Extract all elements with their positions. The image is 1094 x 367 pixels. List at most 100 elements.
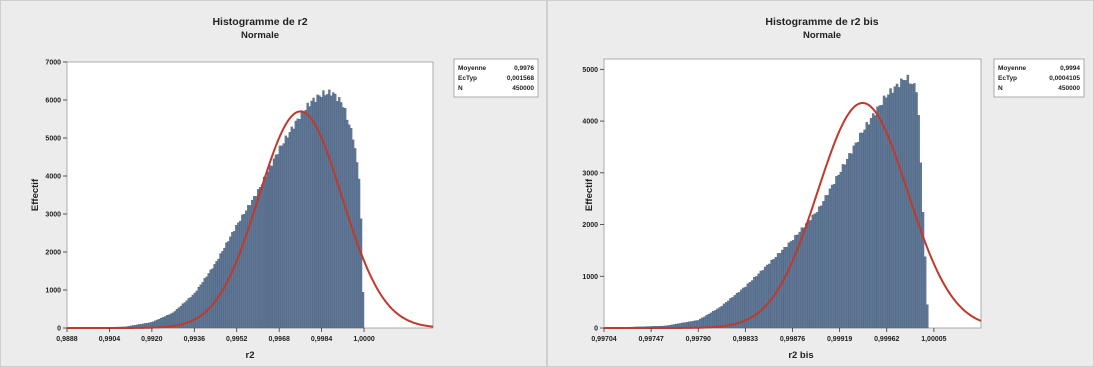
chart-r2: Histogramme de r2 Normale 0,9888 0,9904 0,…	[1, 1, 546, 366]
legend-label-mean: Moyenne	[998, 65, 1027, 72]
histogram-bar	[763, 266, 767, 329]
histogram-bar	[811, 214, 814, 329]
histogram-bar	[260, 184, 264, 329]
x-axis-label: r2	[246, 350, 255, 361]
x-tick-label: 0,99704	[591, 336, 616, 343]
histogram-bar	[869, 118, 873, 329]
chart-title: Histogramme de r2	[212, 16, 307, 28]
histogram-bar	[326, 94, 329, 329]
histogram-bar	[328, 89, 331, 329]
histogram-bar	[856, 141, 860, 329]
histogram-bar	[219, 253, 222, 329]
histogram-bar	[330, 95, 333, 329]
histogram-bar	[729, 298, 732, 329]
histogram-bar	[843, 164, 847, 329]
histogram-bar	[724, 302, 728, 329]
histogram-bar	[865, 122, 868, 329]
histogram-bar	[213, 264, 216, 329]
histogram-bar	[800, 227, 804, 329]
histogram-bar	[272, 158, 276, 329]
legend-value-n: 450000	[1058, 85, 1080, 92]
legend-background	[453, 58, 539, 98]
histogram-bar	[304, 109, 307, 329]
y-tick-label: 0	[594, 326, 598, 333]
histogram-bar	[266, 171, 270, 329]
legend-label-sd: EcTyp	[998, 75, 1017, 82]
histogram-bar	[286, 137, 289, 329]
x-tick-label: 0,99790	[686, 336, 711, 343]
histogram-bar	[201, 282, 204, 329]
histogram-bar	[900, 78, 903, 329]
y-tick-label: 1000	[582, 274, 598, 281]
histogram-bar	[848, 153, 851, 329]
histogram-bar	[300, 110, 303, 329]
histogram-bar	[346, 119, 349, 329]
legend-value-mean: 0,9976	[514, 65, 534, 72]
x-axis-ticks: 0,9888 0,9904 0,9920 0,9936 0,9952 0,9968 0,99…	[56, 328, 375, 343]
histogram-bar	[322, 90, 325, 329]
histogram-bar	[245, 210, 248, 329]
legend-label-n: N	[458, 85, 463, 92]
histogram-bar	[239, 220, 242, 329]
histogram-bar	[334, 93, 337, 329]
histogram-bar	[727, 300, 730, 329]
histogram-bar	[209, 269, 212, 329]
histogram-bar	[707, 313, 711, 329]
histogram-bar	[820, 205, 823, 329]
legend-label-sd: EcTyp	[458, 75, 477, 82]
x-tick-label: 0,9952	[226, 336, 248, 343]
histogram-bar	[292, 128, 295, 329]
y-tick-label: 5000	[45, 136, 61, 143]
x-tick-label: 0,9904	[99, 336, 121, 343]
histogram-bar	[229, 236, 232, 329]
histogram-bar	[306, 102, 309, 329]
histogram-bar	[779, 253, 782, 329]
histogram-bar	[755, 276, 758, 329]
histogram-bar	[919, 162, 923, 329]
histogram-bar	[863, 129, 866, 329]
histogram-bar	[701, 317, 704, 329]
histogram-bar	[846, 158, 849, 329]
histogram-bar	[255, 196, 258, 329]
x-tick-label: 0,9888	[56, 336, 78, 343]
histogram-bar	[712, 311, 715, 329]
histogram-bar	[193, 292, 196, 329]
histogram-bar	[348, 124, 351, 329]
histogram-bar	[789, 241, 793, 329]
histogram-bar	[199, 284, 202, 329]
y-tick-label: 2000	[45, 250, 61, 257]
histogram-bar	[359, 218, 363, 329]
histogram-bar	[867, 124, 871, 329]
histogram-bar	[744, 286, 747, 329]
histogram-bar	[278, 145, 281, 329]
histogram-bar	[837, 174, 840, 329]
y-tick-label: 0	[57, 326, 61, 333]
histogram-bar	[256, 189, 260, 329]
histogram-bar	[904, 80, 907, 329]
histogram-bar	[302, 112, 305, 329]
histogram-bar	[294, 120, 297, 329]
histogram-bar	[817, 206, 821, 329]
y-tick-label: 7000	[45, 60, 61, 67]
histogram-bar	[203, 278, 206, 329]
histogram-bar	[247, 205, 250, 329]
histogram-bar	[197, 286, 200, 329]
histogram-bar	[332, 92, 335, 329]
histogram-bar	[211, 268, 214, 329]
y-tick-label: 5000	[582, 67, 598, 74]
x-tick-label: 0,9936	[184, 336, 206, 343]
y-tick-label: 2000	[582, 222, 598, 229]
x-tick-label: 0,99833	[733, 336, 758, 343]
histogram-bar	[908, 83, 912, 329]
histogram-bar	[850, 153, 853, 329]
histogram-bar	[276, 154, 280, 329]
histogram-bar	[926, 304, 929, 329]
chart-r2-bis: Histogramme de r2 bis Normale 0,99704 0,9…	[548, 1, 1093, 366]
y-tick-label: 4000	[45, 174, 61, 181]
histogram-bar	[815, 212, 819, 329]
normal-fit-curve	[67, 110, 434, 329]
histogram-bar	[852, 145, 855, 329]
histogram-bar	[314, 101, 317, 329]
histogram-bar	[785, 246, 788, 329]
histogram-bar	[308, 106, 311, 329]
